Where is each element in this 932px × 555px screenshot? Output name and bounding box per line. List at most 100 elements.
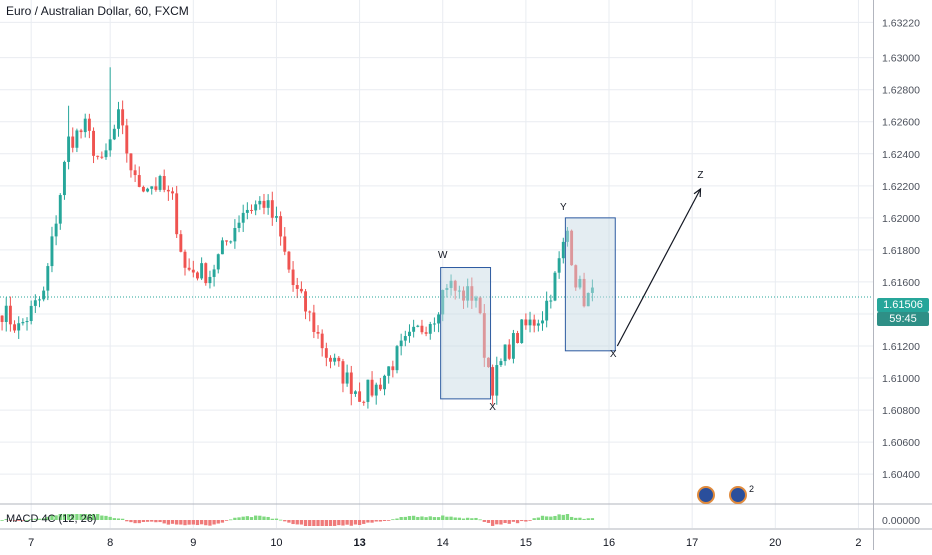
candle-body	[196, 272, 199, 279]
macd-histogram-bar	[457, 517, 462, 520]
y-tick-label: 1.60400	[882, 469, 920, 481]
candle-body	[220, 240, 224, 255]
candle-body	[403, 336, 407, 341]
candle-body	[141, 186, 145, 192]
x-tick-label: 17	[686, 537, 698, 549]
macd-histogram-bar	[291, 520, 295, 525]
macd-histogram-bar	[586, 518, 590, 520]
candle-body	[333, 357, 337, 362]
x-tick-label: 2	[855, 537, 861, 549]
macd-histogram-bar	[137, 520, 141, 524]
macd-histogram-bar	[495, 520, 499, 525]
candle-body	[279, 216, 283, 237]
candle-body	[395, 346, 399, 371]
candle-body	[532, 319, 536, 326]
chart-title: Euro / Australian Dollar, 60, FXCM	[6, 4, 189, 18]
macd-histogram-bar	[120, 518, 125, 520]
macd-histogram-bar	[75, 514, 79, 520]
candle-body	[104, 150, 108, 158]
candle-body	[545, 300, 549, 321]
candle-body	[270, 200, 274, 218]
macd-histogram-bar	[212, 520, 216, 525]
candle-body	[146, 188, 150, 192]
candle-body	[561, 241, 565, 259]
macd-histogram-bar	[25, 519, 29, 521]
macd-histogram-bar	[46, 516, 50, 520]
candle-body	[549, 300, 553, 302]
macd-histogram-bar	[449, 516, 453, 520]
macd-histogram-bar	[370, 520, 374, 523]
candle-body	[374, 384, 378, 396]
candle-body	[312, 312, 316, 332]
candle-body	[96, 155, 100, 157]
macd-histogram-bar	[262, 516, 266, 520]
macd-histogram-bar	[445, 516, 449, 520]
macd-histogram-bar	[424, 517, 428, 520]
macd-histogram-bar	[353, 520, 358, 525]
x-tick-label: 8	[107, 537, 113, 549]
macd-histogram-bar	[254, 515, 258, 520]
candle-body	[129, 153, 133, 171]
macd-histogram-bar	[141, 520, 146, 523]
y-tick-label: 1.62400	[882, 149, 920, 161]
candle-body	[408, 331, 411, 337]
macd-histogram-bar	[299, 520, 304, 525]
australia-flag-icon[interactable]	[697, 486, 715, 504]
macd-histogram-bar	[91, 514, 96, 520]
macd-histogram-bar	[341, 520, 345, 526]
macd-histogram-bar	[399, 517, 403, 520]
candle-body	[54, 223, 58, 237]
y-tick-label: 1.62600	[882, 117, 920, 129]
candle-body	[387, 366, 391, 376]
macd-histogram-bar	[233, 517, 237, 520]
macd-histogram-bar	[145, 520, 150, 522]
macd-histogram-bar	[490, 520, 495, 526]
y-tick-label: 1.63000	[882, 53, 920, 65]
candle-body	[212, 269, 216, 277]
macd-histogram-bar	[470, 518, 474, 520]
macd-histogram-bar	[478, 519, 482, 521]
candle-body	[21, 322, 25, 324]
macd-histogram-bar	[71, 514, 75, 520]
macd-histogram-bar	[578, 517, 582, 520]
macd-histogram-bar	[553, 515, 557, 520]
y-tick-label: 1.61000	[882, 373, 920, 385]
candle-body	[324, 348, 328, 358]
x-tick-label: 7	[28, 537, 34, 549]
wave-label-z: Z	[697, 170, 703, 181]
macd-histogram-bar	[561, 514, 565, 520]
candle-body	[8, 305, 12, 325]
pattern-box	[440, 267, 492, 400]
macd-histogram-bar	[278, 519, 283, 521]
macd-histogram-bar	[195, 520, 200, 526]
candle-body	[341, 361, 345, 384]
candle-body	[254, 204, 258, 211]
macd-histogram-bar	[175, 520, 179, 525]
x-tick-label: 20	[769, 537, 781, 549]
macd-histogram-bar	[100, 515, 104, 520]
macd-histogram-bar	[241, 516, 245, 520]
macd-histogram-bar	[532, 518, 536, 520]
candle-body	[150, 186, 154, 189]
y-tick-label: 1.61200	[882, 341, 920, 353]
macd-histogram-bar	[536, 517, 541, 520]
macd-histogram-bar	[540, 515, 545, 520]
arrow-head	[693, 187, 702, 198]
candle-body	[491, 367, 495, 396]
candle-body	[133, 170, 137, 176]
macd-histogram-bar	[17, 520, 21, 521]
macd-histogram-bar	[191, 520, 195, 525]
australia-flag-icon[interactable]	[729, 486, 747, 504]
candle-body	[541, 320, 544, 324]
candle-body	[245, 209, 249, 213]
macd-histogram-bar	[237, 517, 241, 520]
candle-body	[0, 315, 4, 322]
candle-body	[117, 109, 120, 129]
candle-body	[229, 241, 233, 243]
macd-histogram-bar	[503, 520, 507, 524]
macd-histogram-bar	[270, 518, 274, 520]
macd-histogram-bar	[324, 520, 328, 526]
macd-histogram-bar	[170, 520, 175, 524]
